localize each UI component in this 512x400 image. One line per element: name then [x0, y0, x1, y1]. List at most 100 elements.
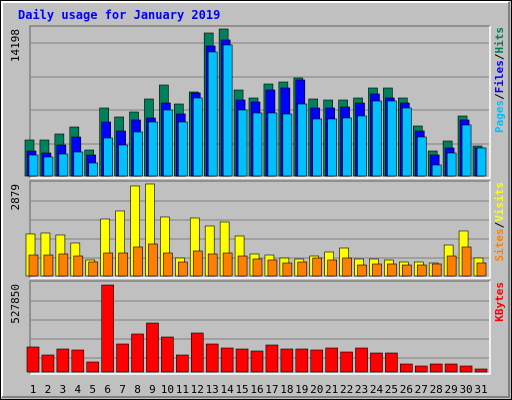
bar [372, 263, 382, 277]
bar [387, 263, 397, 277]
x-tick-label: 17 [265, 383, 278, 396]
bar [73, 255, 84, 277]
x-tick-label: 29 [445, 383, 458, 396]
bar [461, 246, 472, 277]
bar [267, 112, 278, 177]
bar [446, 152, 457, 177]
bar [267, 259, 278, 277]
bar [163, 252, 173, 277]
x-tick-label: 9 [149, 383, 156, 396]
bar [148, 243, 158, 277]
bar [387, 100, 397, 177]
bar [327, 118, 337, 177]
x-tick-label: 22 [340, 383, 353, 396]
x-tick-label: 8 [134, 383, 141, 396]
x-tick-label: 3 [60, 383, 67, 396]
x-tick-label: 16 [250, 383, 263, 396]
bar [86, 361, 100, 373]
x-tick-label: 13 [206, 383, 219, 396]
bar [118, 144, 128, 177]
x-tick-label: 19 [295, 383, 308, 396]
bar [310, 349, 324, 373]
bar [416, 264, 427, 277]
x-tick-label: 15 [235, 383, 248, 396]
bar [446, 255, 457, 277]
bar [476, 262, 487, 277]
legend-entry: Visits [493, 182, 506, 222]
bar [297, 103, 308, 177]
bar [342, 117, 352, 177]
x-tick-label: 20 [310, 383, 323, 396]
bar [327, 259, 337, 277]
bar [190, 332, 204, 373]
legend-entry: Pages [493, 100, 506, 133]
bar [402, 264, 412, 277]
bar [357, 264, 367, 277]
bar [207, 51, 218, 177]
legend-entry: KBytes [493, 282, 506, 322]
x-tick-label: 11 [176, 383, 189, 396]
bar [474, 368, 488, 373]
bar [416, 136, 427, 177]
bar [222, 44, 233, 177]
legend-entry: Files [493, 60, 506, 93]
bar [116, 343, 129, 373]
bar [103, 137, 113, 177]
bar [58, 253, 69, 277]
bar [252, 258, 263, 277]
y-tick-label: 2879 [9, 184, 22, 211]
x-tick-label: 6 [104, 383, 111, 396]
bar [282, 262, 293, 277]
bar [88, 162, 99, 177]
x-tick-label: 5 [89, 383, 96, 396]
x-tick-label: 21 [325, 383, 338, 396]
panel-highlight [30, 26, 491, 179]
bar [312, 257, 323, 277]
bar [103, 252, 113, 277]
legend-separator: / [493, 93, 506, 100]
bar [342, 257, 352, 277]
x-tick-label: 24 [370, 383, 384, 396]
y-tick-label: 527850 [9, 284, 22, 324]
bar [205, 343, 219, 373]
bar [385, 352, 398, 373]
x-tick-label: 1 [30, 383, 37, 396]
bar [431, 263, 442, 277]
legend: Sites/Visits [493, 182, 506, 262]
bar [312, 118, 323, 177]
bar [178, 261, 188, 277]
x-tick-label: 30 [459, 383, 472, 396]
bar [73, 151, 84, 177]
legend: KBytes [493, 282, 506, 322]
bar [133, 131, 143, 177]
bar [297, 261, 308, 277]
bar [235, 348, 249, 373]
bar [28, 154, 39, 177]
bar [41, 354, 55, 373]
x-tick-label: 10 [161, 383, 174, 396]
bar [280, 348, 294, 373]
bar [176, 354, 189, 373]
y-tick-label: 14198 [9, 29, 22, 62]
legend: Pages/Files/Hits [493, 27, 506, 133]
bar [400, 363, 413, 373]
bar [56, 348, 70, 373]
x-tick-label: 12 [191, 383, 204, 396]
panel-highlight [30, 181, 491, 279]
legend-entry: Sites [493, 228, 506, 261]
panel-highlight [30, 281, 491, 375]
bar [43, 254, 54, 277]
bar [357, 115, 367, 177]
x-tick-label: 31 [474, 383, 487, 396]
x-tick-label: 27 [415, 383, 428, 396]
bar [431, 164, 442, 177]
bar [237, 109, 248, 177]
bar [88, 261, 99, 277]
bar [402, 107, 412, 177]
bar [429, 363, 443, 373]
bar [372, 100, 382, 177]
legend-separator: / [493, 221, 506, 228]
